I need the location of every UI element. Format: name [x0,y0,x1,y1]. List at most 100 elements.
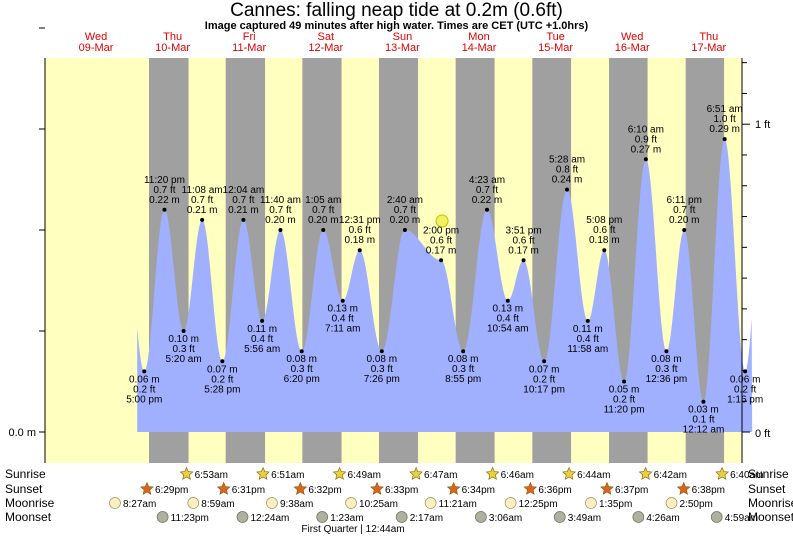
moonset-icon [475,511,487,523]
tide-event-metres: 0.20 m [265,215,296,226]
moonset-icon [395,511,408,523]
tide-event-dot [402,228,407,232]
tide-event-time: 6:20 pm [284,374,320,385]
tide-event-time: 2:40 am [387,195,423,206]
tide-event-metres: 0.27 m [631,144,662,155]
sunrise-icon [256,466,270,480]
moonset-icon [156,511,169,523]
day-label-dow: Sun [393,31,413,43]
tide-event-metres: 0.21 m [187,205,218,216]
sunrise-icon [179,466,194,480]
moonrise-time: 12:25pm [519,499,558,510]
day-label-date: 12-Mar [308,42,343,54]
tide-event-dot [241,217,246,222]
tide-event-dot [461,349,466,354]
moonset-icon [553,511,566,523]
tide-event-feet: 0.9 ft [635,134,657,145]
tide-event-metres: 0.22 m [149,195,180,206]
tide-event-dot [162,207,167,212]
tide-event-time: 1:05 am [305,195,341,206]
moonrise-icon [187,497,200,509]
tide-event-feet: 0.6 ft [512,235,534,246]
tide-event-dot [521,258,526,263]
tide-event-time: 6:10 am [628,124,664,135]
moonrise-icon [665,497,678,509]
sunset-icon [140,481,154,495]
sunset-time: 6:29pm [155,485,188,496]
tide-event-dot [743,369,748,374]
tide-event-dot [682,228,687,232]
tide-event-feet: 0.4 ft [497,314,519,325]
tide-event-dot [643,157,648,162]
tide-event-dot [505,298,510,303]
sunrise-icon [409,466,423,480]
tide-event-feet: 0.6 ft [430,235,452,246]
tide-event-time: 11:40 am [260,195,301,206]
tide-event-feet: 0.3 ft [655,364,677,375]
tide-event-feet: 0.4 ft [577,334,599,345]
moonset-time: 4:26am [646,513,679,524]
tide-event-dot [321,228,326,232]
tide-event-feet: 0.2 ft [734,384,756,395]
tide-event-feet: 0.7 ft [232,195,254,206]
tide-event-time: 7:11 am [325,324,360,335]
row-label-moonset-right: Moonset [748,510,793,524]
tide-event-time: 5:28 am [549,155,585,166]
day-label-date: 10-Mar [155,42,190,54]
day-label-dow: Sat [318,31,335,43]
tide-event-feet: 0.2 ft [211,374,233,385]
tide-event-time: 3:51 pm [506,225,542,236]
row-label-sunset: Sunset [5,482,43,496]
sunrise-time: 6:53am [195,470,228,481]
sunrise-time: 6:44am [577,470,610,481]
sunset-time: 6:37pm [615,485,648,496]
tide-event-time: 11:20 pm [144,175,185,186]
tide-event-time: 11:58 am [567,344,608,355]
tide-event-feet: 0.3 ft [371,364,393,375]
tide-event-time: 11:20 pm [604,405,645,416]
sunrise-icon [485,466,500,480]
moonset-time: 4:59am [725,513,758,524]
tide-event-dot [602,248,607,253]
tide-event-feet: 0.4 ft [332,314,354,325]
tide-event-metres: 0.11 m [573,324,603,335]
tide-event-feet: 0.7 ft [312,205,334,216]
tide-event-time: 8:55 pm [445,374,481,385]
sunset-icon [446,481,461,495]
tide-event-metres: 0.07 m [207,364,238,375]
day-label-date: 16-Mar [615,42,650,54]
tide-event-metres: 0.17 m [426,245,457,256]
tide-event-metres: 0.18 m [344,235,375,246]
tide-event-metres: 0.11 m [247,324,277,335]
tide-event-feet: 0.7 ft [673,205,695,216]
tide-event-dot [585,318,590,323]
tide-event-dot [340,298,345,303]
tide-event-feet: 0.8 ft [556,165,578,176]
moonrise-time: 2:50pm [680,499,713,510]
tide-event-metres: 0.17 m [508,245,539,256]
tide-event-time: 6:51 am [707,104,743,115]
moonset-time: 3:49am [568,513,601,524]
day-label-dow: Thu [163,31,182,43]
moonrise-icon [345,497,357,509]
row-label-sunset-right: Sunset [748,482,786,496]
tide-event-metres: 0.10 m [168,334,199,345]
day-label-dow: Wed [85,31,107,43]
tide-event-dot [542,359,547,364]
tide-event-metres: 0.24 m [552,175,583,186]
moonrise-icon [585,497,597,509]
day-label-dow: Wed [621,31,643,43]
tide-event-feet: 0.3 ft [291,364,313,375]
moonrise-icon [109,497,121,509]
day-label-dow: Tue [546,31,565,43]
tide-event-time: 5:00 pm [126,394,162,405]
tide-event-dot [181,329,186,333]
moonset-time: 12:24am [250,513,289,524]
day-label-date: 13-Mar [385,42,420,54]
tide-event-dot [379,349,384,354]
tide-event-metres: 0.05 m [609,385,640,396]
tide-event-time: 12:12 am [683,425,725,436]
tide-event-metres: 0.13 m [327,304,358,315]
tide-event-dot [565,187,570,192]
tide-event-time: 5:20 am [166,354,202,365]
